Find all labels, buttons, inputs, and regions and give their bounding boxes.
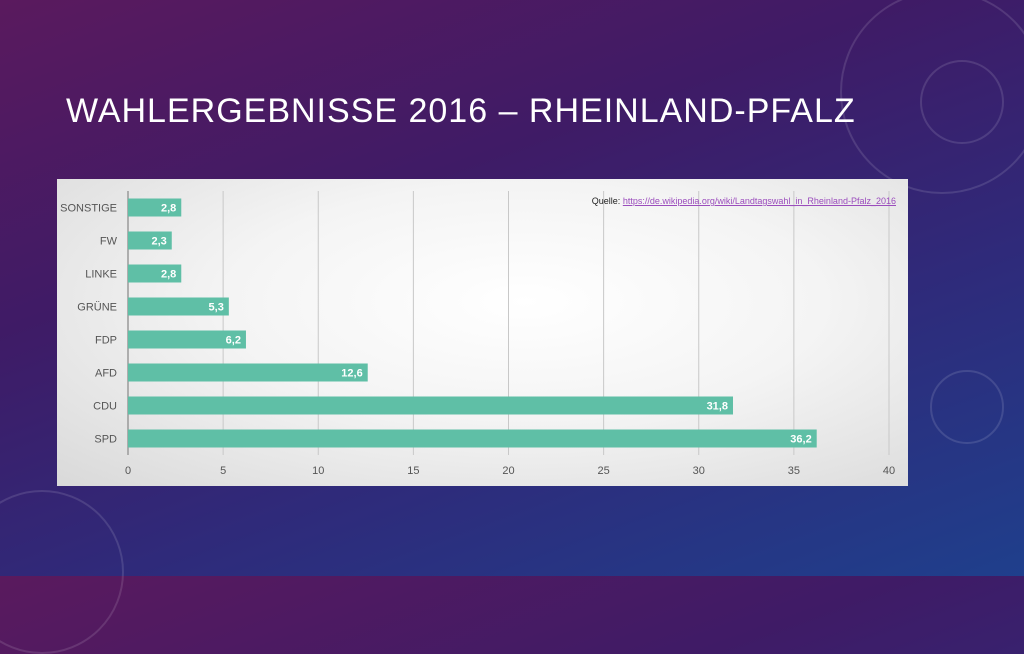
- x-tick-label: 30: [693, 465, 705, 477]
- data-label: 36,2: [790, 434, 811, 446]
- source-link[interactable]: https://de.wikipedia.org/wiki/Landtagswa…: [622, 196, 896, 206]
- data-label: 31,8: [707, 401, 728, 413]
- bar: [128, 198, 182, 217]
- data-label: 2,3: [151, 236, 166, 248]
- bar: [128, 231, 172, 250]
- data-label: 12,6: [341, 368, 362, 380]
- x-tick-label: 15: [407, 465, 419, 477]
- x-tick-label: 0: [125, 465, 131, 477]
- bar: [128, 264, 182, 283]
- data-label: 2,8: [161, 269, 176, 281]
- x-tick-label: 35: [788, 465, 800, 477]
- category-label: FW: [100, 236, 118, 248]
- bar: [128, 297, 229, 316]
- x-tick-label: 5: [220, 465, 226, 477]
- category-label: CDU: [93, 401, 117, 413]
- data-label: 5,3: [209, 302, 224, 314]
- decorative-ring: [930, 370, 1004, 444]
- data-label: 2,8: [161, 203, 176, 215]
- category-label: LINKE: [85, 269, 117, 281]
- x-tick-label: 40: [883, 465, 895, 477]
- decorative-ring: [840, 0, 1024, 194]
- x-tick-label: 10: [312, 465, 324, 477]
- bar: [128, 363, 368, 382]
- slide-title: WAHLERGEBNISSE 2016 – RHEINLAND-PFALZ: [66, 92, 856, 130]
- x-tick-label: 20: [502, 465, 514, 477]
- category-label: GRÜNE: [77, 302, 117, 314]
- category-label: AFD: [95, 368, 117, 380]
- category-label: SPD: [94, 434, 117, 446]
- decorative-ring: [920, 60, 1004, 144]
- decorative-ring: [0, 490, 124, 654]
- chart-panel: 0 5 10 15 20 25 30 35 40 SONSTIGE 2,8 FW 2,3 LINKE 2,8…: [57, 179, 908, 486]
- bar: [128, 396, 733, 415]
- category-label: SONSTIGE: [60, 203, 117, 215]
- data-label: 6,2: [226, 335, 241, 347]
- source-label: Quelle:: [591, 196, 623, 206]
- source-note: Quelle: https://de.wikipedia.org/wiki/La…: [592, 196, 896, 206]
- category-label: FDP: [95, 335, 117, 347]
- bar: [128, 429, 817, 448]
- bar: [128, 330, 246, 349]
- bar-chart: 0 5 10 15 20 25 30 35 40 SONSTIGE 2,8 FW 2,3 LINKE 2,8…: [60, 191, 895, 477]
- x-tick-label: 25: [598, 465, 610, 477]
